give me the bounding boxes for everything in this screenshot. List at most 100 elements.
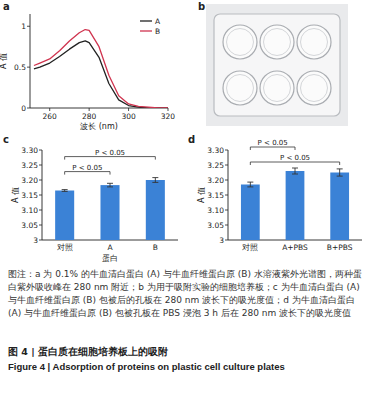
y-axis bbox=[42, 150, 43, 240]
well-inner bbox=[301, 29, 328, 56]
well bbox=[260, 71, 294, 105]
x-tick-label: 320 bbox=[161, 112, 176, 121]
bar bbox=[330, 173, 349, 241]
error-stem bbox=[155, 178, 156, 183]
y-axis bbox=[228, 150, 229, 240]
y-axis-label: A 值 bbox=[0, 53, 8, 69]
chart-bar: 33.053.103.153.203.253.30A 值对照AB蛋白P < 0.… bbox=[11, 146, 178, 263]
error-cap bbox=[247, 186, 253, 187]
bar bbox=[286, 171, 305, 240]
x-tick-label: B bbox=[153, 243, 158, 252]
line-series bbox=[34, 30, 168, 108]
y-tick-label: 3.30 bbox=[21, 146, 38, 155]
bar bbox=[55, 191, 74, 241]
error-cap bbox=[292, 168, 298, 169]
y-tick-label: 3.10 bbox=[207, 206, 224, 215]
well bbox=[297, 25, 331, 59]
chart-line: 00.51A 值260280300320波长 (nm)AB bbox=[0, 14, 175, 131]
figure-panels: abcd00.51A 值260280300320波长 (nm)AB33.053.… bbox=[0, 0, 378, 266]
x-axis-label: 波长 (nm) bbox=[80, 122, 118, 131]
well-inner bbox=[227, 29, 254, 56]
plot-area bbox=[55, 178, 165, 240]
significance-bracket bbox=[65, 157, 156, 160]
bar bbox=[241, 185, 260, 241]
y-tick-label: 0 bbox=[21, 104, 26, 113]
well bbox=[297, 71, 331, 105]
y-axis-label: A 值 bbox=[11, 187, 20, 203]
x-tick-label: B+PBS bbox=[327, 243, 353, 252]
y-tick-label: 1 bbox=[21, 22, 26, 31]
x-tick-label: 对照 bbox=[57, 243, 73, 252]
photo-background bbox=[206, 4, 348, 126]
error-cap bbox=[107, 183, 113, 184]
chart-bar: 3 3.05 3.10 3.15 3.20 3.25 3.30 A 值对照 A+PBS B+PBS… bbox=[197, 139, 362, 252]
x-tick-label: 对照 bbox=[242, 243, 258, 252]
legend-label: B bbox=[155, 27, 160, 36]
culture-plate-photo bbox=[206, 4, 348, 126]
error-bar bbox=[292, 168, 298, 174]
significance-label: P < 0.05 bbox=[95, 149, 125, 157]
error-stem bbox=[295, 168, 296, 174]
x-tick bbox=[89, 108, 90, 111]
well bbox=[223, 71, 257, 105]
error-cap bbox=[247, 182, 253, 183]
well-inner bbox=[264, 29, 291, 56]
error-cap bbox=[107, 186, 113, 187]
y-tick-label: 3.05 bbox=[21, 221, 38, 230]
well bbox=[223, 25, 257, 59]
significance-bracket bbox=[250, 162, 339, 165]
y-tick-label: 3.15 bbox=[207, 191, 224, 200]
error-bar bbox=[337, 169, 343, 176]
well-inner bbox=[227, 75, 254, 102]
y-tick-label: 3 bbox=[219, 236, 224, 245]
error-bar bbox=[247, 182, 253, 187]
error-stem bbox=[110, 183, 111, 187]
significance-label: P < 0.05 bbox=[280, 154, 310, 162]
panel-label: c bbox=[3, 134, 9, 145]
panel-label: b bbox=[198, 1, 205, 12]
error-stem bbox=[339, 169, 340, 176]
y-tick-label: 3.30 bbox=[207, 146, 224, 155]
y-tick-label: 3.10 bbox=[21, 206, 38, 215]
error-cap bbox=[152, 182, 158, 183]
error-bar bbox=[62, 190, 68, 192]
y-axis-label: A 值 bbox=[197, 187, 206, 203]
well bbox=[260, 25, 294, 59]
significance-label: P < 0.05 bbox=[258, 139, 288, 147]
error-cap bbox=[62, 191, 68, 192]
error-stem bbox=[250, 182, 251, 187]
error-bar bbox=[107, 183, 113, 187]
y-tick-label: 3.20 bbox=[207, 176, 224, 185]
x-tick-label: 260 bbox=[43, 112, 58, 121]
error-cap bbox=[62, 189, 68, 190]
significance-label: P < 0.05 bbox=[72, 164, 102, 172]
y-tick-label: 3.15 bbox=[21, 191, 38, 200]
x-tick-label: 280 bbox=[82, 112, 97, 121]
y-tick-label: 3.20 bbox=[21, 176, 38, 185]
x-tick-label: 300 bbox=[121, 112, 136, 121]
error-cap bbox=[292, 174, 298, 175]
well-inner bbox=[264, 75, 291, 102]
figure-title-en: Figure 4 | Adsorption of proteins on pla… bbox=[8, 361, 370, 372]
plot-area bbox=[241, 168, 349, 240]
y-tick-label: 3.05 bbox=[207, 221, 224, 230]
y-tick-label: 3.25 bbox=[207, 161, 224, 170]
x-tick-label: A bbox=[107, 243, 113, 252]
x-tick bbox=[128, 108, 129, 111]
legend-swatch bbox=[140, 20, 152, 21]
well-inner bbox=[301, 75, 328, 102]
error-bar bbox=[152, 178, 158, 183]
x-tick bbox=[168, 108, 169, 111]
panel-label: d bbox=[188, 134, 195, 145]
bar bbox=[146, 180, 165, 240]
x-tick-label: A+PBS bbox=[282, 243, 308, 252]
x-tick bbox=[49, 108, 50, 111]
legend-swatch bbox=[140, 30, 152, 31]
error-cap bbox=[152, 177, 158, 178]
significance-bracket bbox=[250, 147, 295, 150]
y-tick-label: 0.5 bbox=[14, 63, 26, 72]
bar bbox=[100, 185, 119, 240]
error-cap bbox=[337, 168, 343, 169]
y-axis bbox=[30, 14, 31, 108]
plot-area bbox=[34, 30, 168, 108]
